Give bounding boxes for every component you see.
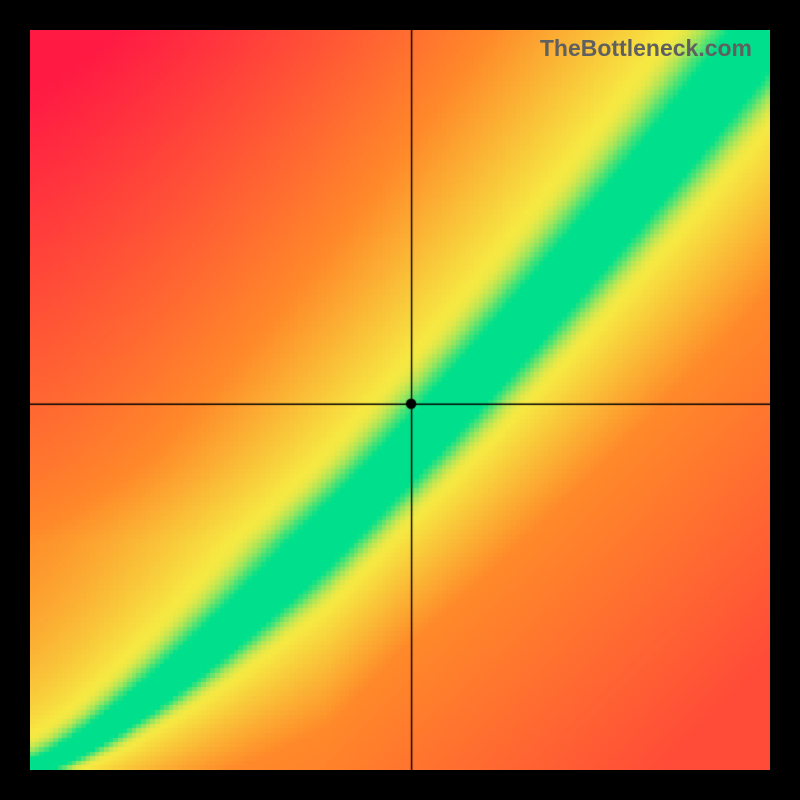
heatmap-canvas (30, 30, 770, 770)
plot-area (30, 30, 770, 770)
chart-container: TheBottleneck.com (0, 0, 800, 800)
